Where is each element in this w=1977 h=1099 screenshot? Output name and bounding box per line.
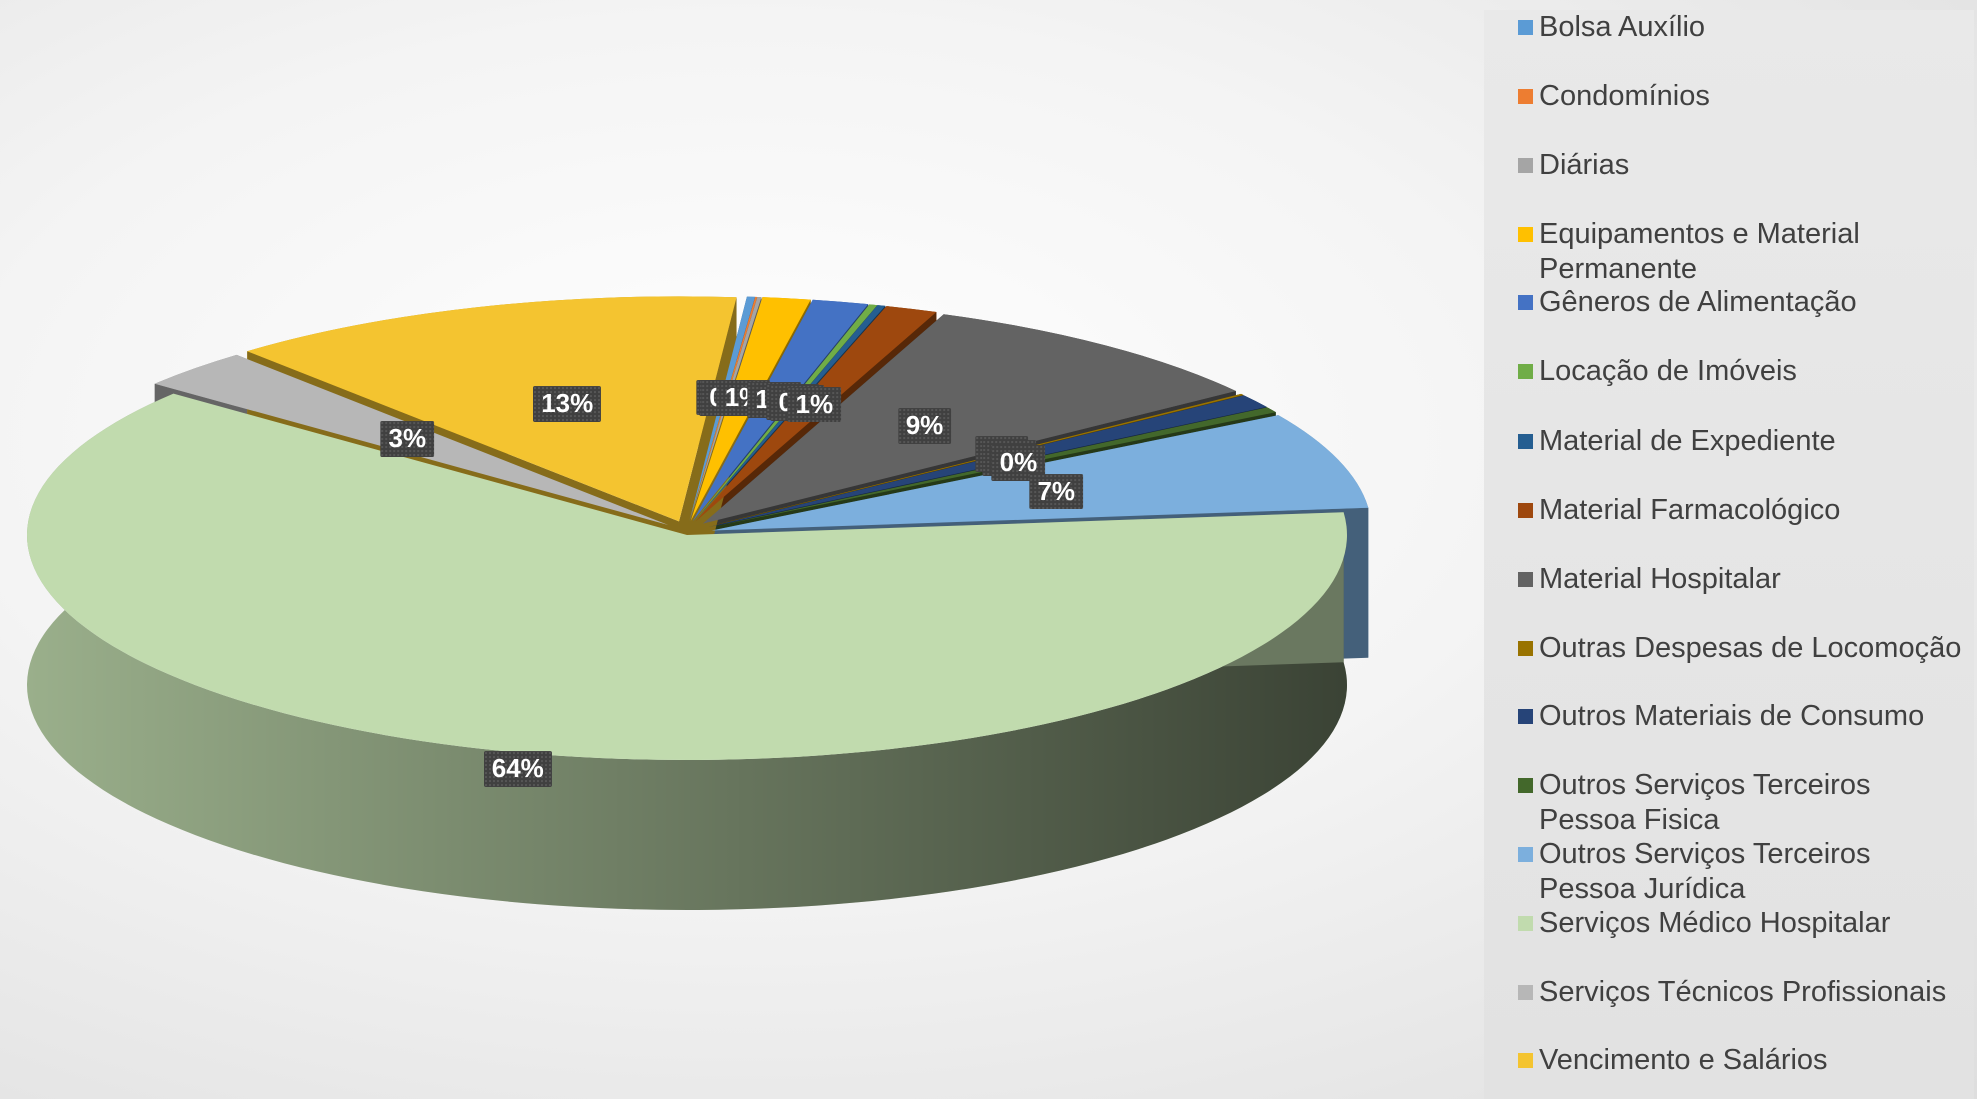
legend-label: Serviços Médico Hospitalar xyxy=(1539,907,1891,939)
data-label: 13% xyxy=(533,385,602,422)
pie-slice xyxy=(702,314,1236,524)
legend-label: Condomínios xyxy=(1539,80,1710,112)
data-label: 0% xyxy=(991,444,1046,481)
data-label: 7% xyxy=(1029,473,1084,510)
legend-swatch xyxy=(1518,20,1533,35)
legend-swatch xyxy=(1518,158,1533,173)
legend-swatch xyxy=(1518,916,1533,931)
legend-entry: Serviços Médico Hospitalar xyxy=(1518,906,1970,941)
legend-label: Outros Materiais de Consumo xyxy=(1539,700,1925,732)
legend-label: Outros Serviços Terceiros Pessoa Fisica xyxy=(1539,769,1871,836)
legend-label: Vencimento e Salários xyxy=(1539,1044,1828,1076)
legend-label: Material de Expediente xyxy=(1539,425,1836,457)
legend-entry: Outros Materiais de Consumo xyxy=(1518,699,1970,734)
chart-legend: Bolsa Auxílio Condomínios Diárias Equipamen… xyxy=(1484,10,1974,1099)
legend-swatch xyxy=(1518,985,1533,1000)
data-label: 1% xyxy=(787,386,842,423)
legend-swatch xyxy=(1518,89,1533,104)
legend-entry: Bolsa Auxílio xyxy=(1518,10,1970,45)
legend-entry: Diárias xyxy=(1518,148,1970,183)
data-label: 9% xyxy=(897,407,952,444)
legend-label: Locação de Imóveis xyxy=(1539,355,1797,387)
pie-chart: 0%0%0%1%1%0%0%1%9%0%1%0%7%64%3%13% xyxy=(26,296,1369,910)
legend-entry: Outras Despesas de Locomoção xyxy=(1518,631,1970,666)
legend-entry: Material Farmacológico xyxy=(1518,493,1970,528)
legend-swatch xyxy=(1518,503,1533,518)
pie-slice-side-shading xyxy=(26,393,1348,910)
legend-swatch xyxy=(1518,1053,1533,1068)
legend-entry: Equipamentos e Material Permanente xyxy=(1518,217,1970,287)
legend-entry: Gêneros de Alimentação xyxy=(1518,285,1970,320)
legend-entry: Locação de Imóveis xyxy=(1518,354,1970,389)
pie-slice xyxy=(247,296,737,522)
legend-label: Material Farmacológico xyxy=(1539,494,1841,526)
legend-swatch xyxy=(1518,641,1533,656)
legend-entry: Material de Expediente xyxy=(1518,424,1970,459)
legend-swatch xyxy=(1518,364,1533,379)
pie-chart-svg xyxy=(26,296,1369,910)
legend-label: Diárias xyxy=(1539,149,1630,181)
legend-entry: Outros Serviços Terceiros Pessoa Fisica xyxy=(1518,768,1970,838)
legend-label: Serviços Técnicos Profissionais xyxy=(1539,976,1947,1008)
legend-label: Bolsa Auxílio xyxy=(1539,11,1706,43)
legend-label: Outras Despesas de Locomoção xyxy=(1539,632,1962,664)
legend-swatch xyxy=(1518,572,1533,587)
pie-slice xyxy=(26,393,1348,761)
legend-swatch xyxy=(1518,434,1533,449)
legend-label: Equipamentos e Material Permanente xyxy=(1539,218,1860,285)
legend-entry: Condomínios xyxy=(1518,79,1970,114)
legend-entry: Serviços Técnicos Profissionais xyxy=(1518,975,1970,1010)
legend-swatch xyxy=(1518,295,1533,310)
legend-label: Gêneros de Alimentação xyxy=(1539,286,1857,318)
legend-swatch xyxy=(1518,227,1533,242)
legend-swatch xyxy=(1518,778,1533,793)
legend-label: Material Hospitalar xyxy=(1539,563,1781,595)
data-label: 3% xyxy=(380,421,435,457)
legend-label: Outros Serviços Terceiros Pessoa Jurídic… xyxy=(1539,838,1871,905)
legend-swatch xyxy=(1518,847,1533,862)
legend-swatch xyxy=(1518,709,1533,724)
legend-entry: Material Hospitalar xyxy=(1518,562,1970,597)
legend-entry: Vencimento e Salários xyxy=(1518,1043,1970,1078)
legend-entry: Outros Serviços Terceiros Pessoa Jurídic… xyxy=(1518,837,1970,907)
data-label: 64% xyxy=(483,751,552,788)
